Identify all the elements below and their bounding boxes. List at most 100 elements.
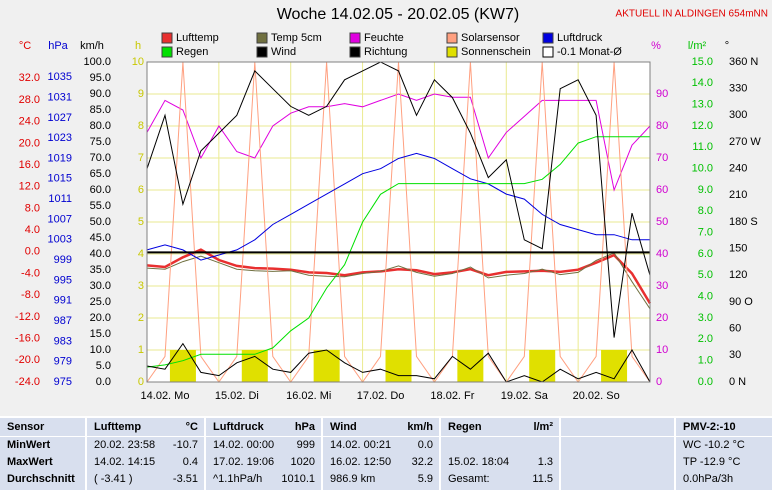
y-tick-label: 14.0 xyxy=(692,77,713,89)
legend-swatch xyxy=(161,46,173,58)
y-tick-label: 75.0 xyxy=(90,136,111,148)
table-cell-text: 0.4 xyxy=(183,456,198,468)
table-cell-text: -3.51 xyxy=(173,473,198,485)
y-tick-label: 32.0 xyxy=(19,72,40,84)
table-cell xyxy=(561,437,674,490)
y-tick-label: 13.0 xyxy=(692,99,713,111)
y-tick-label: 24.0 xyxy=(19,116,40,128)
y-tick-label: 4 xyxy=(138,248,144,260)
y-tick-label: 1023 xyxy=(48,132,72,144)
y-tick-label: 95.0 xyxy=(90,72,111,84)
y-tick-label: 1035 xyxy=(48,71,72,83)
y-tick-label: 987 xyxy=(54,315,72,327)
y-tick-label: 120 xyxy=(729,269,747,281)
y-tick-label: 12.0 xyxy=(692,120,713,132)
table-cell-text: 0.0hPa/3h xyxy=(683,473,733,485)
table-cell-text: 17.02. 19:06 xyxy=(213,456,274,468)
table-cell xyxy=(87,437,204,490)
bar xyxy=(313,350,340,382)
legend-label: Solarsensor xyxy=(461,32,520,44)
y-tick-label: 70.0 xyxy=(90,152,111,164)
table-header: hPa xyxy=(295,421,316,433)
table-cell-text: 1.3 xyxy=(538,456,553,468)
y-tick-label: 5.0 xyxy=(698,269,713,281)
table-cell-text: 11.5 xyxy=(532,473,553,485)
y-tick-label: 330 xyxy=(729,83,747,95)
series-line xyxy=(146,61,651,338)
y-tick-label: 995 xyxy=(54,274,72,286)
table-cell-text: 20.02. 23:58 xyxy=(94,439,155,451)
axis-unit: h xyxy=(135,40,141,52)
y-tick-label: 9 xyxy=(138,88,144,100)
y-tick-label: -12.0 xyxy=(15,311,40,323)
axis-unit: % xyxy=(651,40,661,52)
y-tick-label: 300 xyxy=(729,109,747,121)
series-line xyxy=(146,93,651,192)
table-cell xyxy=(87,418,204,436)
y-tick-label: 45.0 xyxy=(90,232,111,244)
y-tick-label: 270 W xyxy=(729,136,761,148)
table-cell-text: 1010.1 xyxy=(281,473,315,485)
legend-swatch xyxy=(349,32,361,44)
y-tick-label: 10 xyxy=(656,344,668,356)
legend-swatch xyxy=(161,32,173,44)
y-tick-label: -4.0 xyxy=(21,267,40,279)
y-tick-label: 2 xyxy=(138,312,144,324)
table-header: PMV-2:-10 xyxy=(683,421,736,433)
table-cell xyxy=(676,418,772,436)
table-cell-text: WC -10.2 °C xyxy=(683,439,745,451)
y-tick-label: 40.0 xyxy=(90,248,111,260)
table-cell-text: Gesamt: xyxy=(448,473,490,485)
table-cell xyxy=(561,418,674,436)
legend-swatch xyxy=(542,32,554,44)
y-tick-label: 20.0 xyxy=(90,312,111,324)
y-tick-label: 8.0 xyxy=(698,205,713,217)
y-tick-label: 50.0 xyxy=(90,216,111,228)
legend-label: Temp 5cm xyxy=(271,32,322,44)
table-header: Regen xyxy=(448,421,482,433)
y-tick-label: -24.0 xyxy=(15,376,40,388)
legend-swatch xyxy=(256,32,268,44)
legend-swatch xyxy=(349,46,361,58)
y-tick-label: 150 xyxy=(729,243,747,255)
y-tick-label: 20.0 xyxy=(19,137,40,149)
y-tick-label: 975 xyxy=(54,376,72,388)
y-tick-label: 10.0 xyxy=(90,344,111,356)
table-header: Lufttemp xyxy=(94,421,141,433)
y-tick-label: 15.0 xyxy=(692,56,713,68)
series-line xyxy=(146,252,651,310)
axis-unit: °C xyxy=(19,40,31,52)
y-tick-label: 55.0 xyxy=(90,200,111,212)
y-tick-label: 90.0 xyxy=(90,88,111,100)
y-tick-label: 60.0 xyxy=(90,184,111,196)
y-tick-label: 3.0 xyxy=(698,312,713,324)
table-cell-text: MaxWert xyxy=(7,456,53,468)
y-tick-label: 100.0 xyxy=(83,56,111,68)
y-tick-label: 0 xyxy=(138,376,144,388)
y-tick-label: 28.0 xyxy=(19,94,40,106)
table-cell-text: Durchschnitt xyxy=(7,473,75,485)
x-tick-label: 17.02. Do xyxy=(357,390,405,402)
y-tick-label: 20 xyxy=(656,312,668,324)
table-cell xyxy=(0,437,85,490)
table-cell xyxy=(441,418,559,436)
y-tick-label: -20.0 xyxy=(15,354,40,366)
legend-label: Richtung xyxy=(364,46,407,58)
table-cell-text: -10.7 xyxy=(173,439,198,451)
x-tick-label: 15.02. Di xyxy=(215,390,259,402)
y-tick-label: 12.0 xyxy=(19,181,40,193)
y-tick-label: 4.0 xyxy=(25,224,40,236)
legend-swatch xyxy=(446,46,458,58)
y-tick-label: -16.0 xyxy=(15,333,40,345)
table-cell-text: 14.02. 00:21 xyxy=(330,439,391,451)
y-tick-label: 85.0 xyxy=(90,104,111,116)
axis-unit: ° xyxy=(725,40,729,52)
y-tick-label: 50 xyxy=(656,216,668,228)
y-tick-label: 8.0 xyxy=(25,202,40,214)
x-tick-label: 14.02. Mo xyxy=(141,390,190,402)
table-cell-text: ( -3.41 ) xyxy=(94,473,133,485)
legend-swatch xyxy=(542,46,554,58)
y-tick-label: 0.0 xyxy=(25,246,40,258)
y-tick-label: 70 xyxy=(656,152,668,164)
